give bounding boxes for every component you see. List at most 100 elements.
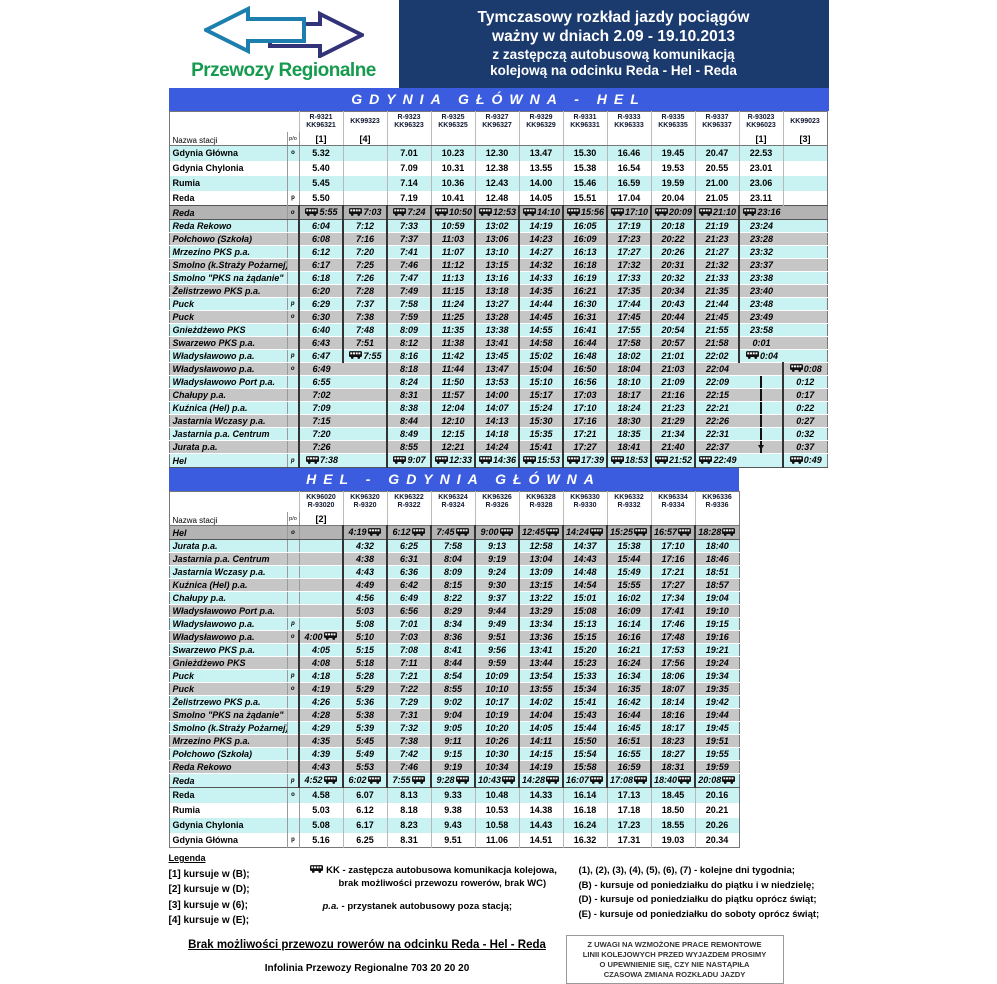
time-cell: 17:10 [650,539,695,553]
time-cell: 14:02 [518,695,563,709]
time-cell [739,401,783,415]
time: 11:12 [441,260,465,270]
bus-icon [566,207,580,218]
station-row: Chałupy p.a. 4:56 6:49 8:22 9:37 13:22 15:01 16… [169,591,739,605]
bus-icon [722,527,736,538]
time: 17:39 [580,455,605,466]
page-header: Przewozy Regionalne Tymczasowy rozkład j… [168,0,829,88]
time: 11:07 [441,247,465,257]
logo-text: Przewozy Regionalne [191,60,376,81]
time: 22:15 [705,390,730,400]
po-marker [286,160,300,176]
title-banner: Tymczasowy rozkład jazdy pociągów ważny … [398,0,829,88]
service-note [650,512,695,526]
station-name: Gdynia Główna [172,834,239,845]
station-name: Kuźnica (Hel) p.a. [169,578,287,592]
time-cell: 9:04 [430,708,475,722]
time-cell: 6:02 [342,773,387,788]
station-row: Puck p 6:29 7:37 7:58 11:24 13:27 14:44 16:30 17:… [169,297,827,311]
time: 10:30 [485,749,509,759]
train-number: R-9323 KK96323 [386,111,431,132]
time: 20.34 [705,834,729,845]
time-cell: 20.26 [694,817,739,833]
legend-day-note: (1), (2), (3), (4), (5), (6), (7) - kole… [578,865,795,876]
time-cell: 21.00 [694,175,739,191]
train-number: R-9325 KK96325 [430,111,475,132]
time-cell: 7:58 [430,539,475,553]
time: 8:12 [399,338,418,348]
time-cell: 7.09 [386,160,431,176]
time: 10:09 [485,671,509,681]
service-note [518,512,563,526]
station-name: Swarzewo PKS p.a. [169,336,287,350]
train-number: KK96330 R-9330 [562,491,607,512]
time: 14:27 [529,247,553,257]
time: 15:17 [529,390,553,400]
time-cell: 9:56 [474,643,519,657]
time: 21:52 [668,455,693,466]
time-cell: 11:15 [430,284,475,298]
time-cell: 16.59 [606,175,651,191]
po-marker [286,440,300,454]
time-cell: 5.45 [298,175,343,191]
time: 6:02 [348,775,367,786]
station-name: Puck [169,297,287,311]
time-cell: 9:19 [474,552,519,566]
time-cell: 20.47 [694,145,739,161]
bus-icon [367,775,381,786]
time: 13:28 [485,312,509,322]
time: 14:44 [529,299,553,309]
time-cell [783,258,827,272]
time-cell: 14:33 [518,271,563,285]
time-cell: 7:29 [386,695,431,709]
time-cell: 15:10 [518,375,563,389]
time: 6:56 [399,606,418,616]
time: 4:38 [355,554,374,564]
time: 8:44 [399,416,418,426]
legend-note: [4] kursuje w (E); [168,915,250,927]
service-note [606,132,651,146]
time-cell: 17:27 [606,245,651,259]
time-cell [739,375,783,389]
time: 4:49 [355,580,374,590]
bus-icon [434,455,448,466]
time: 7:47 [399,273,418,283]
legend-note: [1] kursuje w (B); [168,868,250,880]
time: 14.43 [529,820,553,830]
time-cell: 6:43 [298,336,343,350]
time-cell: 10:19 [474,708,519,722]
time: 14:54 [573,580,597,590]
time: 16:21 [573,286,597,296]
time-cell: 21:23 [694,232,739,246]
time: 7:28 [355,286,374,296]
time-cell: 14:35 [518,284,563,298]
time: 11:35 [441,325,465,335]
time: 5:10 [355,632,374,642]
time: 9:15 [443,749,462,759]
time: 13:27 [485,299,509,309]
time-cell: 0:04 [738,349,783,363]
time-cell: 5.32 [298,145,343,161]
time: 12.30 [485,148,509,159]
train-number: KK96320 R-9320 [342,491,387,512]
bus-icon [743,207,757,218]
time-cell: 7:26 [342,271,387,285]
time: 6:36 [399,567,418,577]
bus-icon [411,775,425,786]
time: 12.43 [485,178,509,188]
time-cell: 14:18 [474,427,519,441]
time-cell: 7:59 [386,310,431,324]
station-row: Hel p 7:38 9:07 12:33 14:36 15:53 17:39 18:53 21:… [169,453,827,468]
time: 19:21 [705,645,729,655]
time-cell: 15:53 [518,453,563,468]
time-cell: 7:38 [386,734,431,748]
time: 17.13 [617,790,641,801]
time-cell: 4:43 [298,760,343,774]
time-cell: 12:04 [430,401,475,415]
po-marker: p [286,773,300,788]
time: 23:37 [749,260,774,270]
time: 7:46 [399,762,418,772]
time-cell: 17:44 [606,297,651,311]
time: 18:04 [617,364,641,374]
station-name: Jastarnia p.a. Centrum [169,427,287,441]
